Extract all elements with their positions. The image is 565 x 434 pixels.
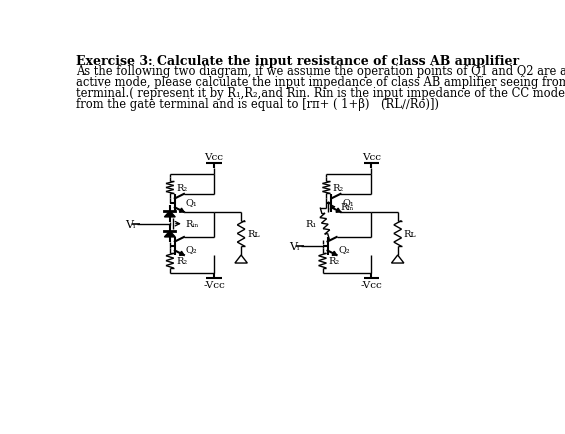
- Text: R₂: R₂: [176, 184, 187, 193]
- Polygon shape: [392, 256, 404, 263]
- Text: R₂: R₂: [333, 184, 344, 193]
- Text: Q₁: Q₁: [185, 197, 197, 207]
- Text: R₂: R₂: [329, 256, 340, 266]
- Polygon shape: [180, 252, 184, 256]
- Polygon shape: [164, 211, 175, 217]
- Text: terminal.( represent it by R₁,R₂,and Rin. Rin is the input impedance of the CC m: terminal.( represent it by R₁,R₂,and Rin…: [76, 87, 565, 100]
- Polygon shape: [336, 209, 341, 213]
- Text: R₂: R₂: [176, 256, 187, 266]
- Polygon shape: [235, 256, 247, 263]
- Text: -Vcc: -Vcc: [360, 280, 382, 289]
- Text: active mode, please calculate the input impedance of class AB amplifier seeing f: active mode, please calculate the input …: [76, 76, 565, 89]
- Text: Q₂: Q₂: [185, 244, 197, 253]
- Text: Q₂: Q₂: [338, 244, 350, 253]
- Polygon shape: [332, 252, 337, 256]
- Text: Vcc: Vcc: [362, 153, 381, 162]
- Text: As the following two diagram, if we assume the operation points of Q1 and Q2 are: As the following two diagram, if we assu…: [76, 65, 565, 78]
- Text: Vcc: Vcc: [205, 153, 224, 162]
- Text: -Vcc: -Vcc: [203, 280, 225, 289]
- Text: Rʟ: Rʟ: [247, 230, 260, 238]
- Text: Vᵢ: Vᵢ: [125, 219, 135, 229]
- Text: from the gate terminal and is equal to [rπ+ ( 1+β) (RL∕∕Ro)]): from the gate terminal and is equal to […: [76, 97, 439, 110]
- Text: Vᵢ: Vᵢ: [289, 241, 299, 251]
- Text: R₁: R₁: [306, 220, 317, 229]
- Polygon shape: [164, 231, 175, 237]
- Polygon shape: [180, 209, 184, 213]
- Text: Q₁: Q₁: [342, 197, 354, 207]
- Text: Exercise 3: Calculate the input resistance of class AB amplifier: Exercise 3: Calculate the input resistan…: [76, 54, 519, 67]
- Text: Rᵢₙ: Rᵢₙ: [340, 203, 354, 212]
- Text: Rʟ: Rʟ: [404, 230, 416, 238]
- Text: Rᵢₙ: Rᵢₙ: [185, 220, 199, 229]
